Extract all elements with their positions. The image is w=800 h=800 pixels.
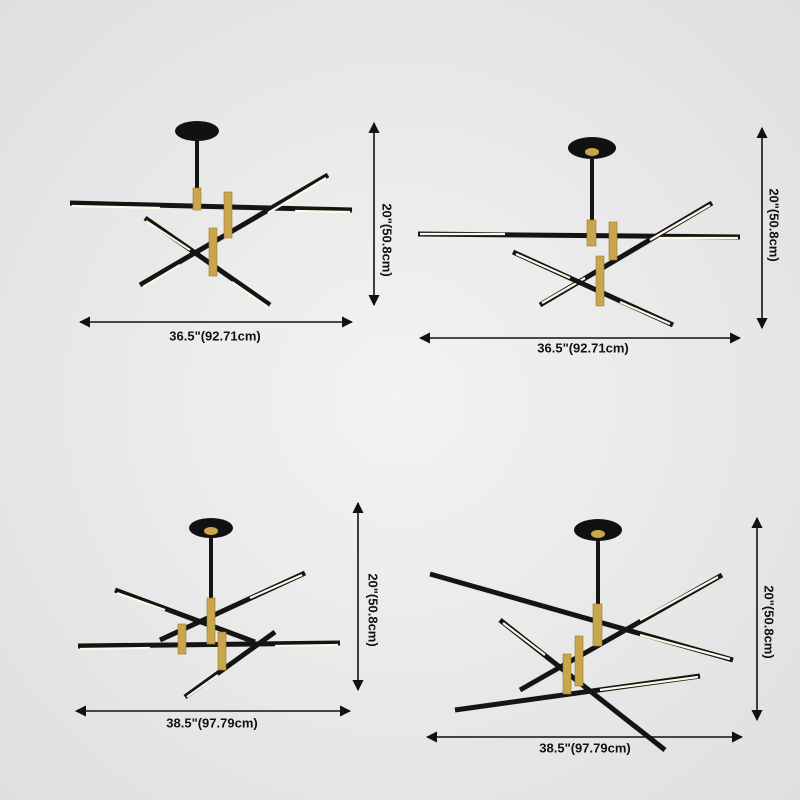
height-label: 20"(50.8cm) [380, 203, 395, 276]
width-label: 36.5"(92.71cm) [537, 340, 628, 355]
width-label: 38.5"(97.79cm) [166, 715, 257, 730]
height-label: 20"(50.8cm) [762, 585, 777, 658]
height-label: 20"(50.8cm) [366, 573, 381, 646]
chandelier [429, 519, 734, 752]
chandelier [77, 518, 341, 700]
chandelier [69, 121, 353, 308]
height-label: 20"(50.8cm) [767, 188, 782, 261]
width-label: 38.5"(97.79cm) [539, 740, 630, 755]
dimension-arrows [74, 121, 768, 743]
chandelier [417, 137, 741, 328]
width-label: 36.5"(92.71cm) [169, 328, 260, 343]
